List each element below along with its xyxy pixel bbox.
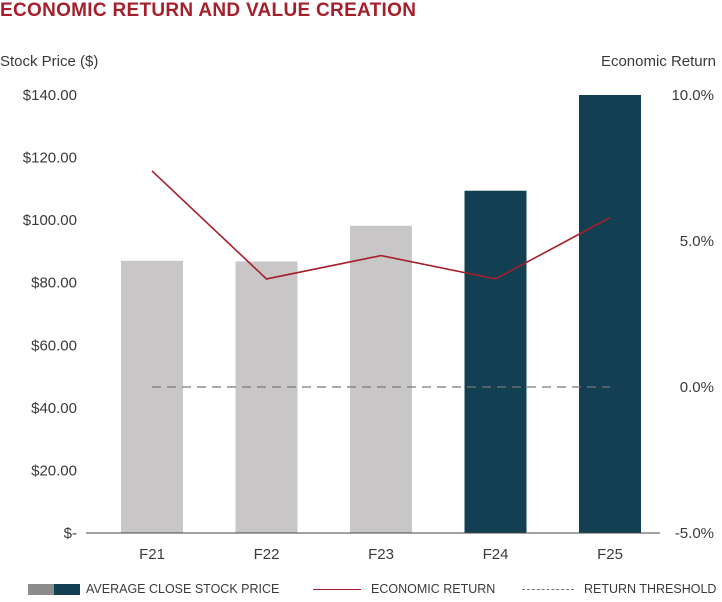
x-tick-label: F21 (139, 546, 165, 563)
legend-swatch-past (28, 583, 54, 595)
right-tick-label: 10.0% (671, 87, 714, 104)
legend-item-threshold: RETURN THRESHOLD (522, 582, 716, 596)
right-tick-label: 0.0% (680, 379, 714, 396)
legend-item-economic-return: ECONOMIC RETURN (313, 582, 495, 596)
left-axis-ticks: $- $20.00 $40.00 $60.00 $80.00 $100.00 $120.00… (23, 87, 77, 542)
left-tick-label: $20.00 (31, 462, 77, 479)
legend-label-economic-return: ECONOMIC RETURN (371, 582, 496, 596)
left-tick-label: $120.00 (23, 150, 77, 167)
right-tick-label: -5.0% (675, 525, 714, 542)
bar-f22 (235, 261, 298, 533)
legend-item-stock-price: AVERAGE CLOSE STOCK PRICE (28, 582, 279, 596)
legend-swatch-recent (54, 583, 80, 595)
left-tick-label: $40.00 (31, 400, 77, 417)
right-axis-title: Economic Return (600, 53, 716, 70)
left-axis-title: Stock Price ($) (0, 53, 99, 70)
bar-f24 (464, 190, 527, 533)
x-tick-label: F22 (254, 546, 280, 563)
x-tick-label: F25 (597, 546, 623, 563)
chart-canvas: $- $20.00 $40.00 $60.00 $80.00 $100.00 $120.00… (23, 87, 714, 563)
bar-f21 (121, 260, 183, 533)
left-tick-label: $100.00 (23, 212, 77, 229)
legend-label-stock-price: AVERAGE CLOSE STOCK PRICE (86, 582, 280, 596)
x-tick-label: F24 (483, 546, 509, 563)
right-axis-ticks: -5.0% 0.0% 5.0% 10.0% (671, 87, 714, 542)
economic-return-series (151, 170, 611, 280)
chart-title: ECONOMIC RETURN AND VALUE CREATION (0, 0, 417, 21)
bar-series (121, 95, 641, 533)
left-tick-label: $- (64, 525, 77, 542)
bar-f25 (579, 95, 641, 533)
legend-label-threshold: RETURN THRESHOLD (584, 582, 717, 596)
left-tick-label: $60.00 (31, 337, 77, 354)
left-tick-label: $80.00 (31, 275, 77, 292)
bar-f23 (350, 225, 412, 533)
legend-swatch-dash (522, 588, 574, 590)
right-tick-label: 5.0% (680, 233, 714, 250)
legend-swatch-line (313, 588, 361, 590)
x-tick-label: F23 (368, 546, 394, 563)
x-axis: F21 F22 F23 F24 F25 (86, 532, 660, 563)
left-tick-label: $140.00 (23, 87, 77, 104)
legend: AVERAGE CLOSE STOCK PRICE ECONOMIC RETUR… (0, 582, 722, 600)
